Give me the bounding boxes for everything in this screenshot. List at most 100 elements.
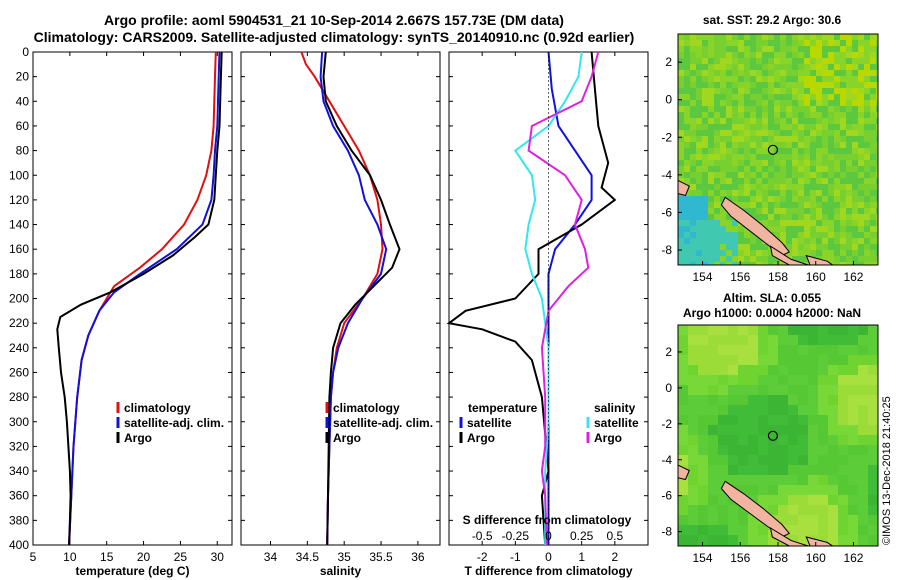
map-cell [696, 256, 702, 262]
map-cell [786, 238, 792, 244]
map-cell [696, 190, 702, 196]
map-cell [792, 172, 798, 178]
map-cell [720, 112, 726, 118]
map-cell [840, 100, 846, 106]
map-cell [678, 345, 688, 355]
map-cell [834, 196, 840, 202]
x-tick-label: 25 [174, 550, 188, 564]
map-cell [786, 226, 792, 232]
map-cell [702, 76, 708, 82]
map-cell [696, 118, 702, 124]
map-cell [720, 226, 726, 232]
map-cell [768, 76, 774, 82]
map-cell [732, 190, 738, 196]
secondary-axis-label: S difference from climatology [463, 513, 632, 527]
map-cell [838, 425, 848, 435]
map-cell [808, 345, 818, 355]
map-cell [780, 40, 786, 46]
map-cell [762, 208, 768, 214]
map-cell [698, 535, 708, 545]
map-cell [728, 405, 738, 415]
map-cell [876, 184, 878, 190]
map-cell [728, 335, 738, 345]
map-cell [678, 58, 684, 64]
map-cell [858, 465, 868, 475]
map-cell [846, 76, 852, 82]
map-cell [822, 142, 828, 148]
map-cell [786, 76, 792, 82]
map-cell [732, 124, 738, 130]
map-cell [738, 525, 748, 535]
map-cell [768, 355, 778, 365]
map-cell [780, 220, 786, 226]
map-cell [838, 355, 848, 365]
map-cell [816, 118, 822, 124]
map-cell [758, 395, 768, 405]
map-cell [816, 154, 822, 160]
map-cell [728, 425, 738, 435]
map-cell [840, 202, 846, 208]
map-cell [788, 455, 798, 465]
map-cell [852, 208, 858, 214]
map-cell [768, 395, 778, 405]
map-cell [708, 46, 714, 52]
map-cell [828, 256, 834, 262]
map-cell [786, 118, 792, 124]
legend-label: satellite [594, 416, 639, 430]
map-cell [818, 425, 828, 435]
map-cell [858, 395, 868, 405]
map-cell [688, 495, 698, 505]
map-cell [822, 118, 828, 124]
map-cell [822, 136, 828, 142]
map-cell [768, 405, 778, 415]
map-cell [798, 190, 804, 196]
map-cell [798, 345, 808, 355]
map-cell [792, 214, 798, 220]
map-cell [816, 226, 822, 232]
map-cell [720, 34, 726, 40]
map-cell [864, 52, 870, 58]
map-cell [768, 196, 774, 202]
map-cell [720, 118, 726, 124]
map-cell [758, 405, 768, 415]
map-cell [696, 106, 702, 112]
map-cell [780, 202, 786, 208]
map-cell [756, 88, 762, 94]
map-cell [798, 495, 808, 505]
map-cell [876, 262, 878, 265]
map-cell [768, 172, 774, 178]
map-cell [798, 375, 808, 385]
map-cell [798, 445, 808, 455]
map-cell [728, 375, 738, 385]
map-cell [748, 405, 758, 415]
map-cell [744, 64, 750, 70]
map-cell [732, 226, 738, 232]
map-cell [732, 46, 738, 52]
map-cell [690, 226, 696, 232]
map-cell [804, 106, 810, 112]
map-cell [840, 64, 846, 70]
map-cell [690, 46, 696, 52]
map-cell [750, 178, 756, 184]
map-cell [858, 160, 864, 166]
series-line [527, 51, 600, 546]
map-cell [708, 485, 718, 495]
map-cell [750, 154, 756, 160]
map-cell [774, 154, 780, 160]
map-cell [738, 64, 744, 70]
map-cell [810, 100, 816, 106]
map-cell [696, 100, 702, 106]
map-cell [768, 178, 774, 184]
map-cell [816, 238, 822, 244]
map-cell [738, 40, 744, 46]
map-cell [738, 455, 748, 465]
map-cell [684, 34, 690, 40]
map-cell [684, 160, 690, 166]
map-cell [696, 166, 702, 172]
map-cell [846, 100, 852, 106]
map-cell [786, 136, 792, 142]
map-cell [774, 208, 780, 214]
legend-label: Argo [467, 431, 495, 445]
sst-map-title: sat. SST: 29.2 Argo: 30.6 [703, 13, 842, 27]
